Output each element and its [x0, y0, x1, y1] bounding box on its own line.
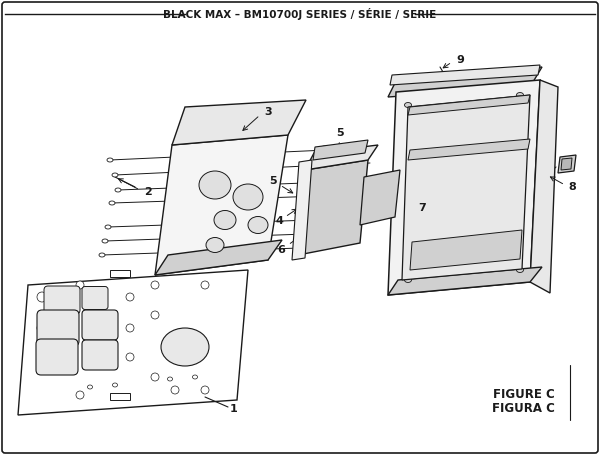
FancyBboxPatch shape	[36, 339, 78, 375]
Polygon shape	[410, 230, 522, 270]
Ellipse shape	[37, 323, 47, 333]
Ellipse shape	[105, 225, 111, 229]
FancyBboxPatch shape	[37, 310, 79, 346]
Polygon shape	[388, 80, 540, 295]
Ellipse shape	[404, 278, 412, 283]
Ellipse shape	[201, 281, 209, 289]
Ellipse shape	[99, 253, 105, 257]
Ellipse shape	[126, 353, 134, 361]
FancyBboxPatch shape	[82, 310, 118, 340]
Ellipse shape	[112, 173, 118, 177]
Polygon shape	[110, 270, 130, 277]
Ellipse shape	[214, 211, 236, 229]
Ellipse shape	[327, 218, 343, 232]
Ellipse shape	[88, 385, 92, 389]
Ellipse shape	[319, 146, 331, 154]
Text: 8: 8	[568, 182, 576, 192]
Text: BLACK MAX – BM10700J SERIES / SÉRIE / SERIE: BLACK MAX – BM10700J SERIES / SÉRIE / SE…	[163, 8, 437, 20]
Ellipse shape	[161, 328, 209, 366]
Ellipse shape	[517, 92, 523, 97]
Text: 2: 2	[144, 187, 152, 197]
Polygon shape	[298, 160, 368, 255]
Ellipse shape	[309, 193, 331, 213]
Polygon shape	[313, 140, 368, 160]
Text: 7: 7	[418, 203, 426, 213]
Ellipse shape	[347, 204, 353, 209]
FancyBboxPatch shape	[82, 287, 108, 309]
Polygon shape	[155, 135, 288, 275]
Polygon shape	[561, 158, 572, 170]
Text: FIGURA C: FIGURA C	[492, 401, 555, 415]
Ellipse shape	[126, 293, 134, 301]
Ellipse shape	[352, 175, 358, 180]
Text: 4: 4	[275, 216, 283, 226]
Ellipse shape	[300, 238, 306, 243]
Polygon shape	[172, 100, 306, 145]
Ellipse shape	[37, 352, 47, 362]
Ellipse shape	[199, 171, 231, 199]
Ellipse shape	[151, 281, 159, 289]
Ellipse shape	[151, 373, 159, 381]
Text: 5: 5	[336, 128, 344, 138]
Polygon shape	[360, 170, 400, 225]
Ellipse shape	[167, 377, 173, 381]
Ellipse shape	[171, 386, 179, 394]
Ellipse shape	[339, 192, 357, 208]
Ellipse shape	[109, 201, 115, 205]
Ellipse shape	[517, 268, 523, 273]
Polygon shape	[408, 95, 530, 115]
Text: 5: 5	[269, 176, 277, 186]
Polygon shape	[388, 67, 542, 97]
Ellipse shape	[201, 386, 209, 394]
Text: 3: 3	[264, 107, 272, 117]
Polygon shape	[402, 95, 530, 280]
Ellipse shape	[193, 375, 197, 379]
Ellipse shape	[76, 281, 84, 289]
Ellipse shape	[151, 311, 159, 319]
Ellipse shape	[299, 177, 305, 182]
Ellipse shape	[107, 158, 113, 162]
Ellipse shape	[113, 383, 118, 387]
Ellipse shape	[206, 238, 224, 253]
Text: FIGURE C: FIGURE C	[493, 389, 555, 401]
FancyBboxPatch shape	[82, 340, 118, 370]
Text: 6: 6	[277, 245, 285, 255]
Text: 1: 1	[230, 404, 238, 414]
Polygon shape	[390, 65, 540, 85]
Ellipse shape	[115, 188, 121, 192]
Polygon shape	[292, 160, 312, 260]
Ellipse shape	[307, 204, 313, 209]
Polygon shape	[408, 139, 530, 160]
Ellipse shape	[363, 182, 393, 208]
Polygon shape	[110, 393, 130, 400]
Ellipse shape	[248, 217, 268, 233]
Ellipse shape	[316, 175, 328, 185]
Ellipse shape	[367, 186, 389, 204]
Polygon shape	[388, 267, 542, 295]
Ellipse shape	[37, 292, 47, 302]
Ellipse shape	[126, 324, 134, 332]
Ellipse shape	[352, 233, 358, 238]
Polygon shape	[558, 155, 576, 173]
Ellipse shape	[345, 144, 355, 152]
Text: 9: 9	[456, 55, 464, 65]
Ellipse shape	[76, 391, 84, 399]
Polygon shape	[155, 240, 282, 275]
FancyBboxPatch shape	[44, 286, 80, 314]
Polygon shape	[530, 80, 558, 293]
Ellipse shape	[404, 102, 412, 107]
Polygon shape	[18, 270, 248, 415]
Ellipse shape	[233, 184, 263, 210]
Polygon shape	[305, 145, 378, 170]
Ellipse shape	[102, 239, 108, 243]
